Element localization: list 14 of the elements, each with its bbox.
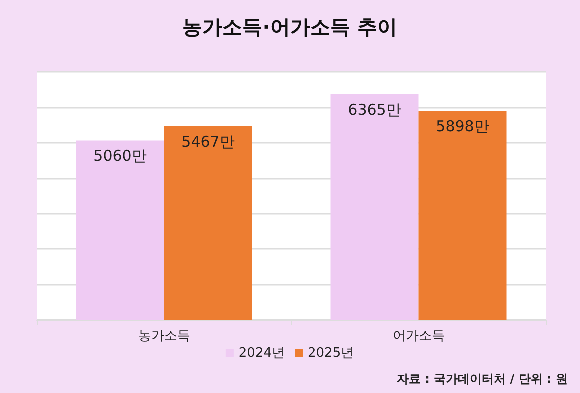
text: 자료 : 국가데이터처 / 단위 : 원 (396, 372, 568, 386)
x-tick-label: 어가소득 (392, 329, 445, 344)
bar (164, 126, 252, 320)
data-label: 5898만 (436, 118, 490, 136)
bar (76, 140, 164, 320)
data-label: 6365만 (348, 100, 402, 119)
legend-label: 2025년 (308, 346, 354, 361)
chart-title: 농가소득·어가소득 추이 (182, 15, 398, 39)
bar (330, 94, 419, 320)
x-tick-label: 농가소득 (138, 329, 190, 344)
data-label: 5060만 (94, 147, 147, 166)
data-label: 5467만 (182, 132, 235, 151)
legend-label: 2024년 (238, 346, 286, 361)
bar (418, 111, 507, 320)
